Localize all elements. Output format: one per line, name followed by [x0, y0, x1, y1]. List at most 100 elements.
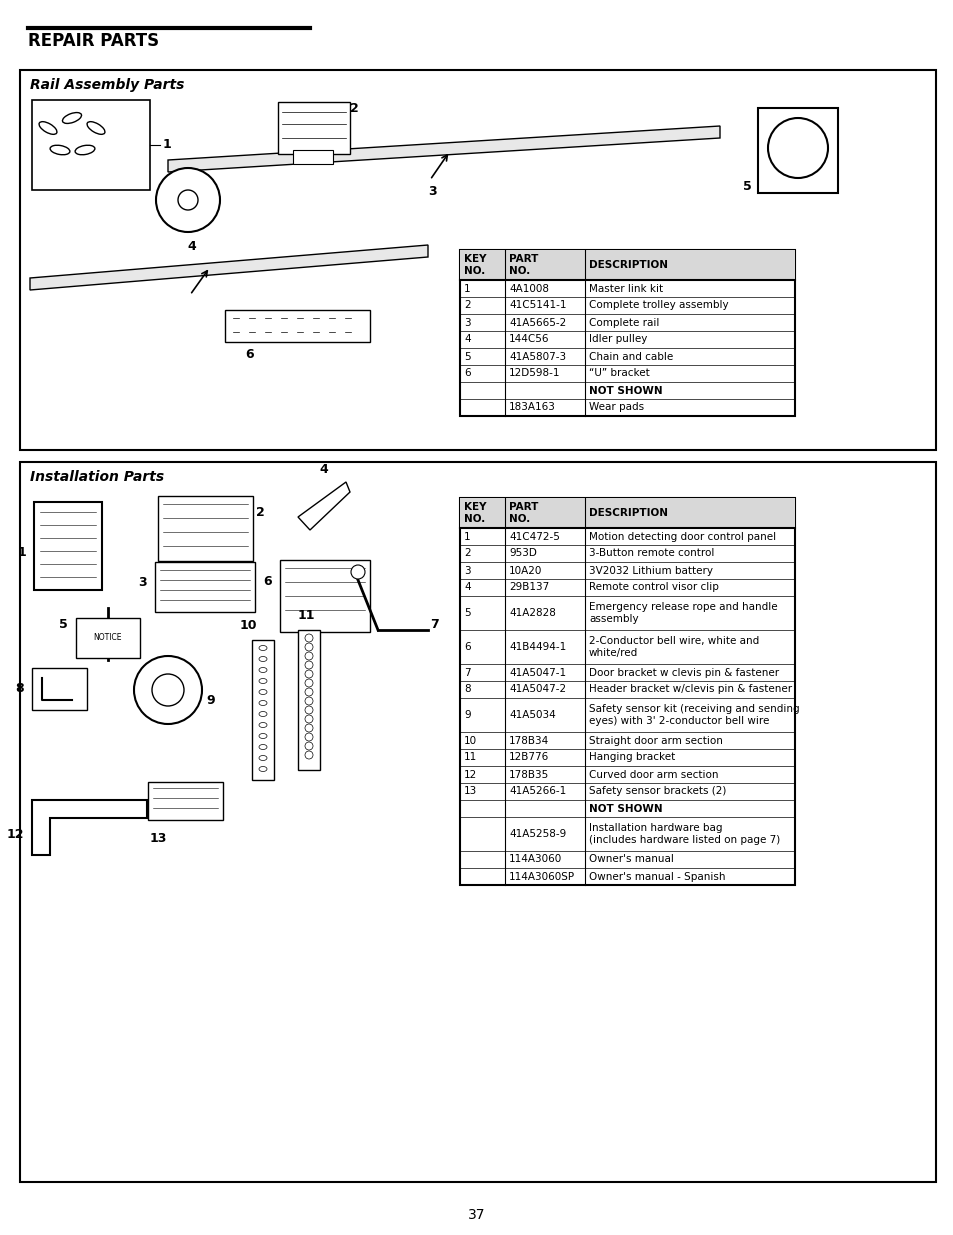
Text: 11: 11 [297, 609, 314, 622]
Text: 3V2032 Lithium battery: 3V2032 Lithium battery [588, 566, 712, 576]
Text: 41B4494-1: 41B4494-1 [509, 642, 566, 652]
Text: PART
NO.: PART NO. [509, 254, 537, 275]
Ellipse shape [258, 767, 267, 772]
Bar [34, 501, 102, 590]
Bar [32, 100, 150, 190]
Text: PART
NO.: PART NO. [509, 503, 537, 524]
Text: 41A5665-2: 41A5665-2 [509, 317, 566, 327]
Ellipse shape [258, 678, 267, 683]
Text: 4A1008: 4A1008 [509, 284, 548, 294]
Text: Rail Assembly Parts: Rail Assembly Parts [30, 78, 184, 91]
Text: Hanging bracket: Hanging bracket [588, 752, 675, 762]
Text: 2: 2 [255, 506, 265, 519]
Text: 1: 1 [17, 546, 26, 558]
Bar [459, 249, 794, 280]
Text: 12: 12 [7, 829, 24, 841]
Text: 178B34: 178B34 [509, 736, 549, 746]
Text: NOTICE: NOTICE [93, 634, 122, 642]
Bar [225, 310, 370, 342]
Text: Idler pulley: Idler pulley [588, 335, 647, 345]
Text: Owner's manual: Owner's manual [588, 855, 673, 864]
Polygon shape [30, 245, 428, 290]
Text: 5: 5 [463, 352, 470, 362]
Text: 5: 5 [463, 608, 470, 618]
Text: Wear pads: Wear pads [588, 403, 643, 412]
Text: Chain and cable: Chain and cable [588, 352, 673, 362]
Circle shape [305, 679, 313, 687]
Circle shape [305, 706, 313, 714]
Text: 144C56: 144C56 [509, 335, 549, 345]
Text: Complete trolley assembly: Complete trolley assembly [588, 300, 728, 310]
Text: Emergency release rope and handle
assembly: Emergency release rope and handle assemb… [588, 603, 777, 624]
Text: “U” bracket: “U” bracket [588, 368, 649, 378]
Ellipse shape [258, 689, 267, 694]
Text: 3: 3 [428, 185, 436, 198]
Text: Installation Parts: Installation Parts [30, 471, 164, 484]
Bar [280, 559, 370, 632]
Polygon shape [168, 126, 720, 172]
Text: 12: 12 [463, 769, 476, 779]
Ellipse shape [258, 722, 267, 727]
Text: 3: 3 [463, 566, 470, 576]
Bar [293, 149, 333, 164]
Text: 2: 2 [463, 548, 470, 558]
Circle shape [305, 751, 313, 760]
Bar [459, 249, 794, 416]
Text: Safety sensor brackets (2): Safety sensor brackets (2) [588, 787, 725, 797]
Circle shape [305, 734, 313, 741]
Bar [20, 70, 935, 450]
Text: 953D: 953D [509, 548, 537, 558]
Text: 2-Conductor bell wire, white and
white/red: 2-Conductor bell wire, white and white/r… [588, 636, 759, 658]
Text: NOT SHOWN: NOT SHOWN [588, 804, 662, 814]
Circle shape [305, 742, 313, 750]
Text: 1: 1 [163, 138, 172, 152]
Bar [297, 630, 319, 769]
Text: Owner's manual - Spanish: Owner's manual - Spanish [588, 872, 724, 882]
Text: Curved door arm section: Curved door arm section [588, 769, 718, 779]
Ellipse shape [258, 700, 267, 705]
Text: KEY
NO.: KEY NO. [463, 503, 486, 524]
Ellipse shape [258, 657, 267, 662]
Text: 2: 2 [350, 101, 358, 115]
Text: 10A20: 10A20 [509, 566, 542, 576]
Text: 41A5266-1: 41A5266-1 [509, 787, 566, 797]
Circle shape [133, 656, 202, 724]
Text: 7: 7 [430, 619, 438, 631]
Ellipse shape [258, 667, 267, 673]
Bar [758, 107, 837, 193]
Text: Master link kit: Master link kit [588, 284, 662, 294]
Text: 13: 13 [150, 832, 167, 845]
Text: Motion detecting door control panel: Motion detecting door control panel [588, 531, 776, 541]
Text: 13: 13 [463, 787, 476, 797]
Polygon shape [32, 800, 147, 855]
Text: REPAIR PARTS: REPAIR PARTS [28, 32, 159, 49]
Ellipse shape [258, 646, 267, 651]
Circle shape [178, 190, 198, 210]
Text: 37: 37 [468, 1208, 485, 1221]
Text: 3: 3 [138, 576, 147, 589]
Text: 9: 9 [206, 694, 214, 706]
Text: 10: 10 [239, 619, 256, 632]
Text: NOT SHOWN: NOT SHOWN [588, 385, 662, 395]
Text: 6: 6 [246, 348, 254, 361]
Text: DESCRIPTION: DESCRIPTION [588, 261, 667, 270]
Bar [76, 618, 140, 658]
Circle shape [305, 643, 313, 651]
Text: 8: 8 [463, 684, 470, 694]
Text: 1: 1 [463, 531, 470, 541]
Bar [154, 562, 254, 613]
Polygon shape [297, 482, 350, 530]
Text: 114A3060: 114A3060 [509, 855, 561, 864]
Circle shape [305, 661, 313, 669]
Text: Installation hardware bag
(includes hardware listed on page 7): Installation hardware bag (includes hard… [588, 824, 780, 845]
Ellipse shape [258, 734, 267, 739]
Text: 10: 10 [463, 736, 476, 746]
Circle shape [156, 168, 220, 232]
Text: 183A163: 183A163 [509, 403, 556, 412]
Text: 178B35: 178B35 [509, 769, 549, 779]
Text: 41C472-5: 41C472-5 [509, 531, 559, 541]
Text: 3: 3 [463, 317, 470, 327]
Text: 114A3060SP: 114A3060SP [509, 872, 575, 882]
Bar [32, 668, 87, 710]
Bar [252, 640, 274, 781]
